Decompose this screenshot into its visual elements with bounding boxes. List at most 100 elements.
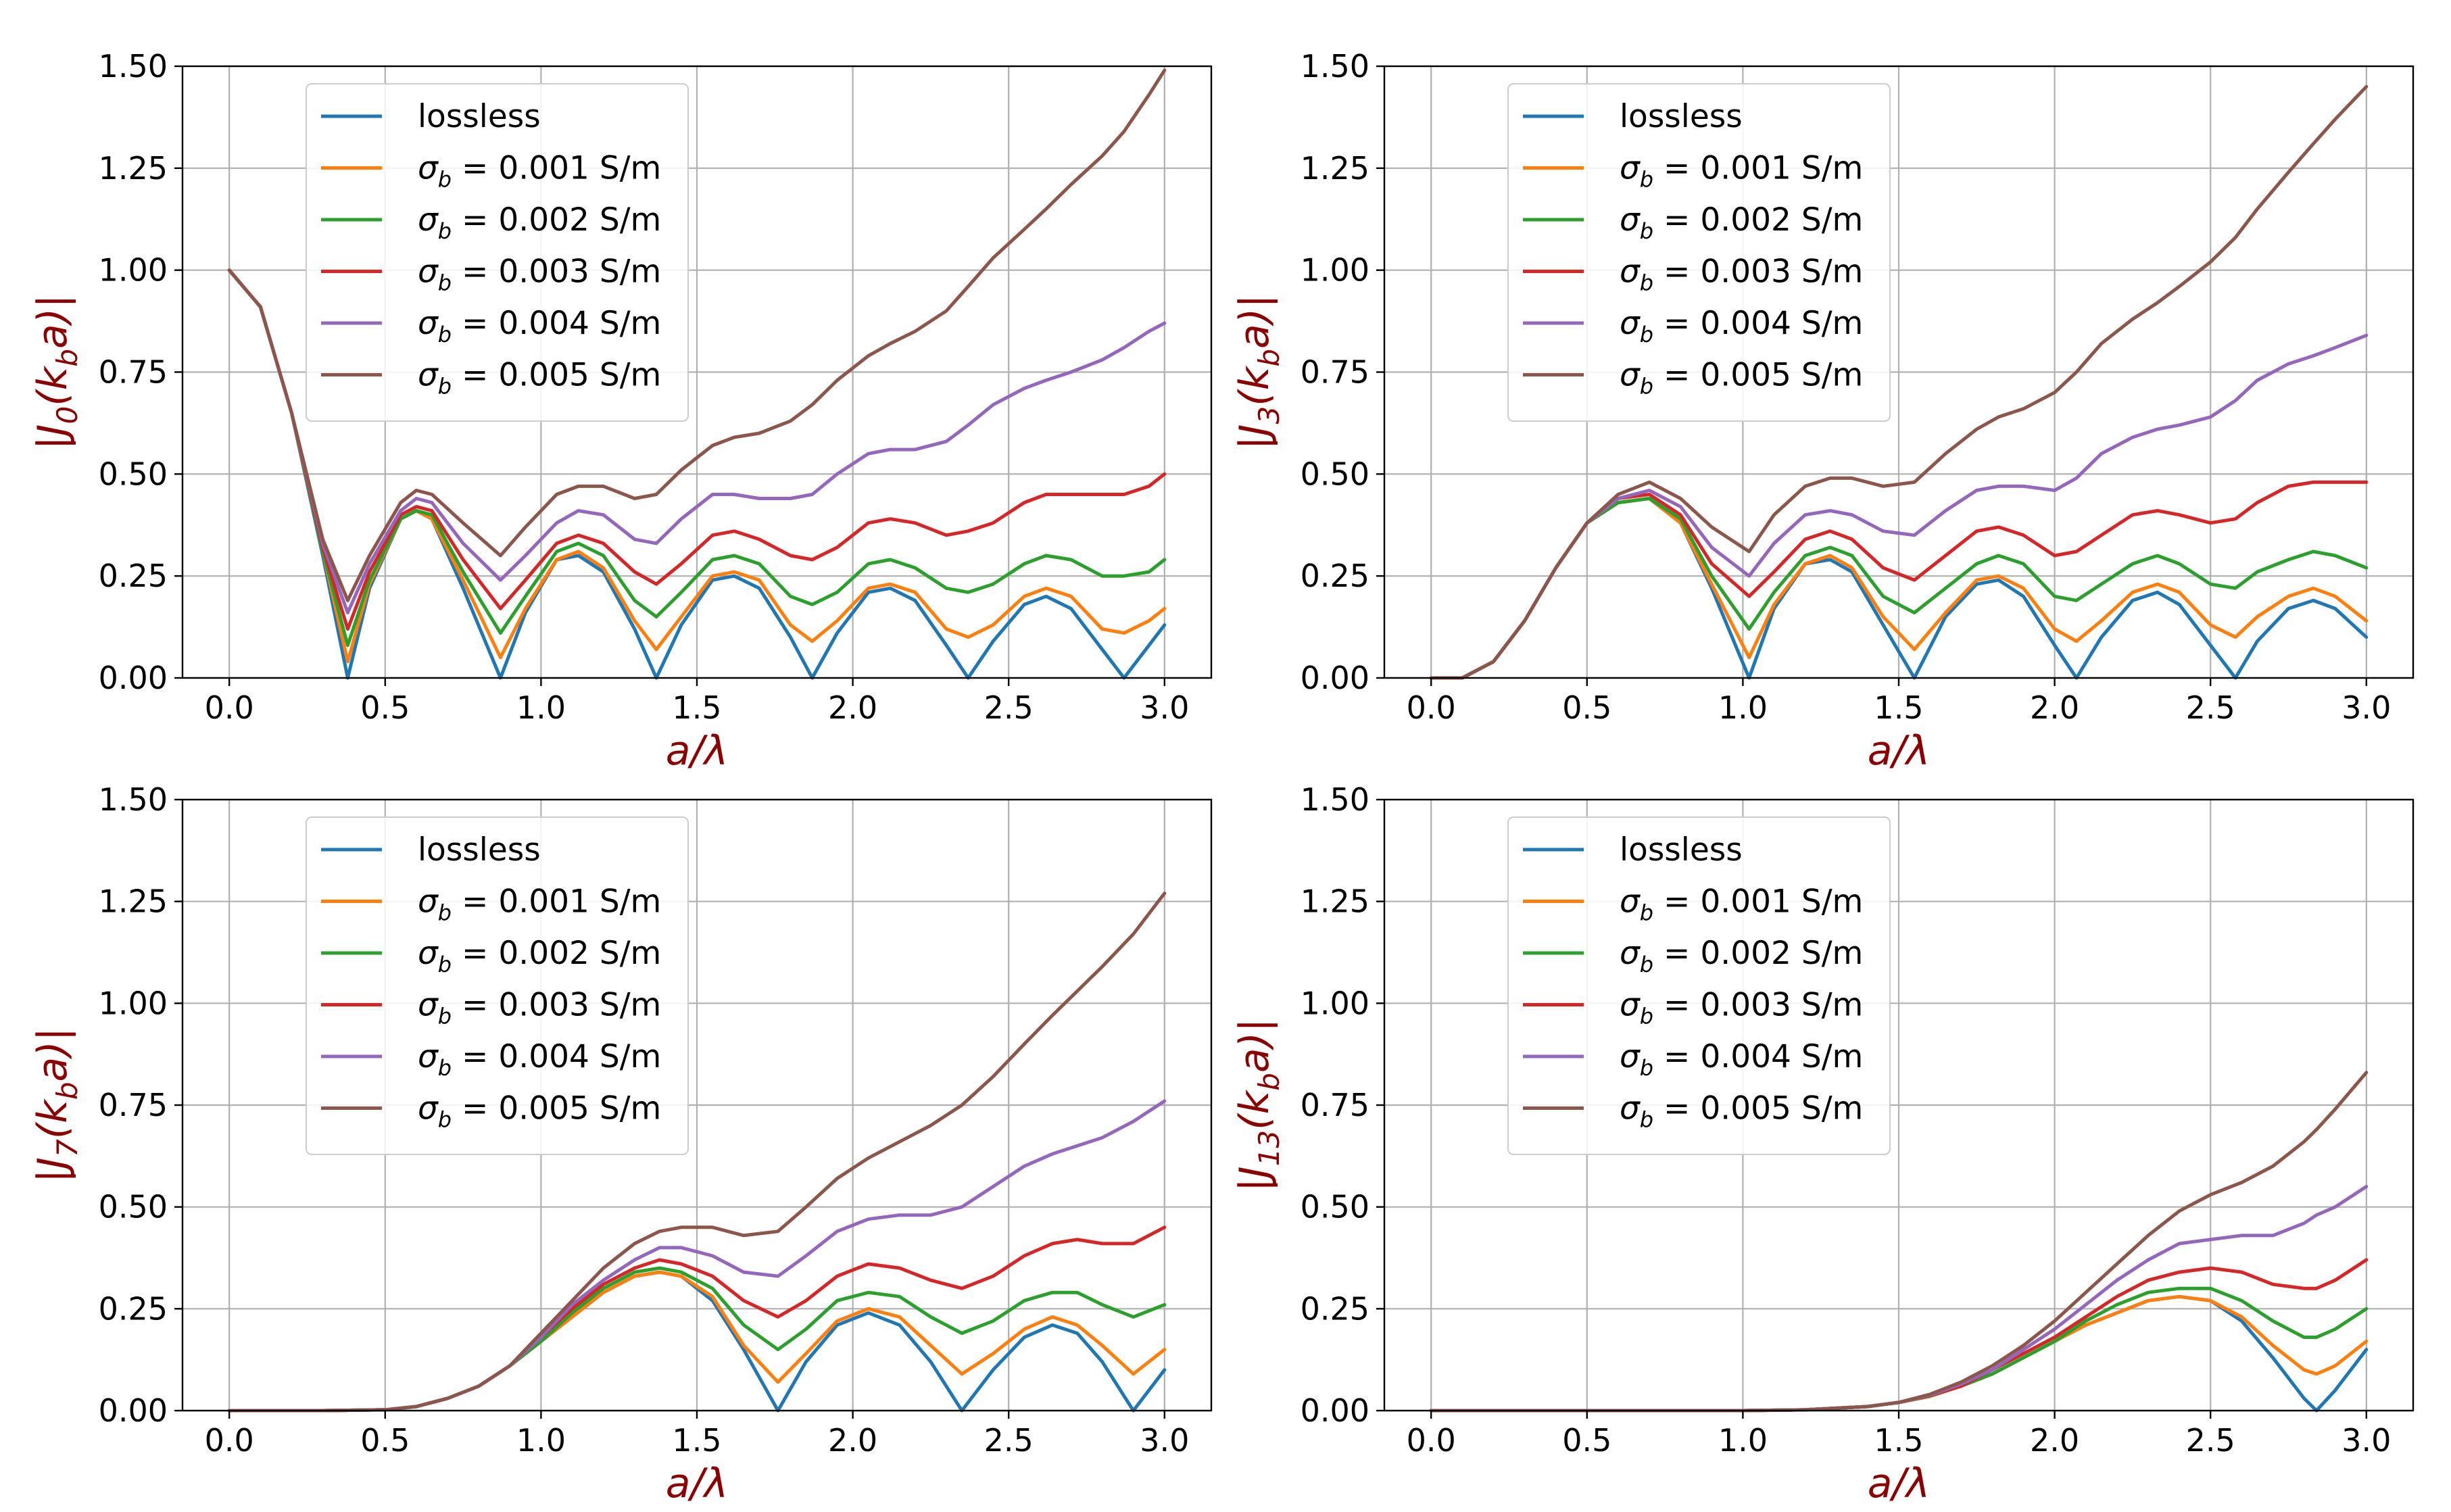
x-tick-label: 0.5 xyxy=(360,689,410,726)
x-tick-label: 2.0 xyxy=(2030,1422,2079,1459)
x-tick-label: 0.0 xyxy=(205,689,254,726)
x-tick-label: 2.5 xyxy=(984,689,1034,726)
legend-label-5: σb = 0.005 S/m xyxy=(418,357,661,399)
series-group xyxy=(1429,84,2369,680)
legend: lossless σb = 0.001 S/m σb = 0.002 S/m σb =… xyxy=(306,816,689,1155)
x-tick-label: 0.0 xyxy=(1407,689,1456,726)
series-line-5 xyxy=(227,892,1167,1413)
chart-panel-1: 0.0 0.5 1.0 1.5 2.0 2.5 3.0 0.00 0.25 0.50 0.75 1.0… xyxy=(1231,48,2414,775)
legend-label-0: lossless xyxy=(1620,98,1743,135)
x-axis-label: a/λ xyxy=(666,727,729,775)
legend-label-3: σb = 0.003 S/m xyxy=(418,253,661,296)
y-tick-label: 1.50 xyxy=(99,48,168,84)
y-tick-label: 0.75 xyxy=(99,1087,168,1123)
x-tick-label: 1.5 xyxy=(1874,689,1923,726)
legend-label-1: σb = 0.001 S/m xyxy=(418,150,661,193)
y-axis-label: |J0(kba)| xyxy=(29,295,84,450)
x-tick-label: 1.5 xyxy=(1874,1422,1923,1459)
y-tick-label: 1.00 xyxy=(99,985,168,1021)
x-tick-label: 0.0 xyxy=(205,1422,254,1459)
legend: lossless σb = 0.001 S/m σb = 0.002 S/m σb =… xyxy=(306,83,689,422)
legend-label-2: σb = 0.002 S/m xyxy=(1620,935,1863,977)
y-tick-label: 0.75 xyxy=(1301,1087,1369,1123)
x-tick-label: 1.5 xyxy=(672,689,721,726)
legend-label-3: σb = 0.003 S/m xyxy=(418,987,661,1029)
legend-label-5: σb = 0.005 S/m xyxy=(418,1090,661,1133)
legend-box xyxy=(1507,83,1891,422)
legend-label-1: σb = 0.001 S/m xyxy=(1620,150,1863,193)
legend-label-4: σb = 0.004 S/m xyxy=(1620,305,1863,347)
legend-label-0: lossless xyxy=(1620,831,1743,869)
x-tick-label: 1.0 xyxy=(1718,1422,1768,1459)
legend-label-5: σb = 0.005 S/m xyxy=(1620,357,1863,399)
series-line-5 xyxy=(227,68,1167,602)
chart-panel-3: 0.0 0.5 1.0 1.5 2.0 2.5 3.0 0.00 0.25 0.50 0.75 1.0… xyxy=(1231,781,2414,1507)
y-tick-label: 0.25 xyxy=(99,558,168,594)
y-tick-label: 1.50 xyxy=(1301,48,1369,84)
series-line-5 xyxy=(1429,1071,2369,1413)
x-tick-label: 3.0 xyxy=(2341,1422,2391,1459)
y-tick-label: 0.50 xyxy=(1301,1189,1369,1225)
chart-panel-0: 0.0 0.5 1.0 1.5 2.0 2.5 3.0 0.00 0.25 0.50 0.75 1.0… xyxy=(29,48,1213,775)
legend-label-3: σb = 0.003 S/m xyxy=(1620,253,1863,296)
x-tick-label: 1.0 xyxy=(516,689,566,726)
legend-label-1: σb = 0.001 S/m xyxy=(418,883,661,926)
y-tick-label: 0.00 xyxy=(99,660,168,696)
series-line-2 xyxy=(227,268,1167,648)
y-tick-label: 0.50 xyxy=(99,456,168,492)
x-tick-label: 0.0 xyxy=(1407,1422,1456,1459)
legend-label-2: σb = 0.002 S/m xyxy=(418,201,661,244)
x-tick-label: 2.0 xyxy=(828,689,877,726)
x-tick-label: 3.0 xyxy=(1140,1422,1189,1459)
x-tick-label: 2.0 xyxy=(828,1422,877,1459)
y-tick-label: 1.00 xyxy=(99,252,168,289)
x-tick-label: 0.5 xyxy=(1562,1422,1611,1459)
series-line-5 xyxy=(1429,84,2369,680)
legend-label-5: σb = 0.005 S/m xyxy=(1620,1090,1863,1133)
y-tick-label: 0.75 xyxy=(1301,354,1369,391)
y-tick-label: 1.25 xyxy=(99,883,168,920)
x-tick-label: 0.5 xyxy=(1562,689,1611,726)
x-axis-label: a/λ xyxy=(1868,727,1931,775)
chart-panel-2: 0.0 0.5 1.0 1.5 2.0 2.5 3.0 0.00 0.25 0.50 0.75 1.0… xyxy=(29,781,1213,1507)
series-line-4 xyxy=(227,268,1167,614)
x-tick-label: 0.5 xyxy=(360,1422,410,1459)
legend-box xyxy=(1507,816,1891,1155)
y-axis-label: |J7(kba)| xyxy=(29,1027,84,1183)
legend-label-4: σb = 0.004 S/m xyxy=(1620,1038,1863,1081)
y-tick-label: 1.00 xyxy=(1301,252,1369,289)
x-tick-label: 2.0 xyxy=(2030,689,2079,726)
y-tick-label: 0.25 xyxy=(1301,1290,1369,1327)
legend-label-0: lossless xyxy=(418,831,541,869)
y-tick-label: 1.50 xyxy=(99,781,168,818)
y-tick-label: 0.00 xyxy=(1301,660,1369,696)
x-axis-label: a/λ xyxy=(666,1460,729,1507)
series-group xyxy=(227,892,1167,1413)
legend-label-3: σb = 0.003 S/m xyxy=(1620,987,1863,1029)
x-tick-label: 2.5 xyxy=(2186,1422,2235,1459)
x-tick-label: 3.0 xyxy=(2341,689,2391,726)
x-tick-label: 1.0 xyxy=(1718,689,1768,726)
y-tick-label: 0.00 xyxy=(99,1392,168,1429)
legend-box xyxy=(306,83,689,422)
legend-label-4: σb = 0.004 S/m xyxy=(418,1038,661,1081)
series-group xyxy=(227,68,1167,680)
y-tick-label: 1.50 xyxy=(1301,781,1369,818)
x-tick-label: 2.5 xyxy=(984,1422,1034,1459)
x-tick-label: 3.0 xyxy=(1140,689,1189,726)
y-tick-label: 0.00 xyxy=(1301,1392,1369,1429)
y-tick-label: 1.25 xyxy=(1301,883,1369,920)
y-axis-label: |J13(kba)| xyxy=(1231,1019,1286,1192)
y-tick-label: 1.00 xyxy=(1301,985,1369,1021)
y-tick-label: 0.25 xyxy=(99,1290,168,1327)
legend-label-2: σb = 0.002 S/m xyxy=(1620,201,1863,244)
x-tick-label: 2.5 xyxy=(2186,689,2235,726)
legend-label-4: σb = 0.004 S/m xyxy=(418,305,661,347)
legend: lossless σb = 0.001 S/m σb = 0.002 S/m σb =… xyxy=(1507,83,1891,422)
y-axis-label: |J3(kba)| xyxy=(1231,295,1286,450)
legend-box xyxy=(306,816,689,1155)
y-tick-label: 0.50 xyxy=(1301,456,1369,492)
legend-label-1: σb = 0.001 S/m xyxy=(1620,883,1863,926)
x-axis-label: a/λ xyxy=(1868,1460,1931,1507)
